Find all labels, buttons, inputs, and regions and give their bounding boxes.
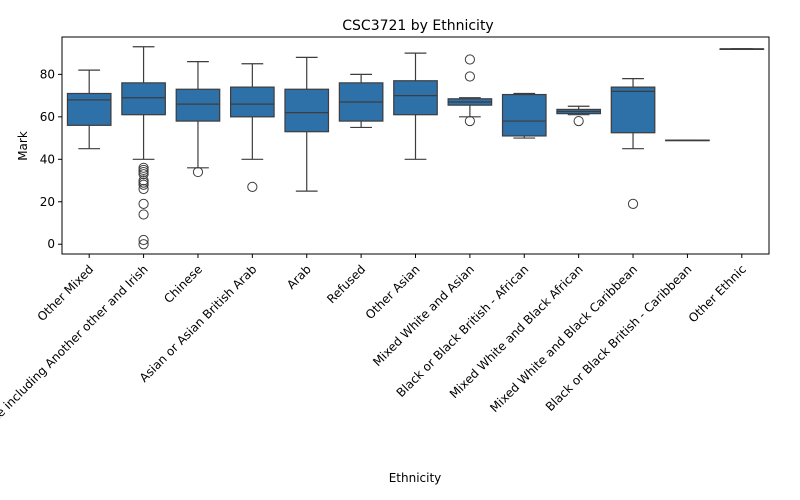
- box-group: [665, 139, 710, 142]
- y-tick-label: 80: [40, 67, 55, 81]
- outlier-point: [192, 166, 204, 178]
- box-group: [121, 46, 166, 250]
- box-group: [393, 52, 438, 160]
- x-tick-label: Other Asian: [363, 262, 423, 322]
- outlier-point: [464, 115, 475, 127]
- box-group: [556, 105, 602, 127]
- y-tick-label: 40: [40, 152, 55, 166]
- box: [229, 86, 275, 118]
- x-tick-label: Refused: [324, 262, 368, 306]
- box-group: [66, 69, 112, 150]
- box: [66, 92, 112, 126]
- outlier-point: [573, 115, 584, 127]
- outlier-point: [464, 54, 475, 65]
- box: [121, 82, 166, 116]
- plot-area: [66, 46, 765, 250]
- box-group: [338, 73, 384, 129]
- box-group: [175, 61, 221, 178]
- x-tick-label: Chinese: [161, 262, 205, 306]
- box-group: [284, 56, 330, 192]
- chart-title: CSC3721 by Ethnicity: [342, 18, 493, 34]
- box: [284, 88, 330, 133]
- box: [393, 80, 438, 116]
- box: [175, 88, 221, 122]
- x-tick-label: Arab: [284, 262, 314, 292]
- x-axis-title: Ethnicity: [389, 471, 442, 485]
- outlier-point: [138, 198, 149, 209]
- outlier-point: [138, 239, 149, 250]
- outlier-point: [138, 179, 149, 190]
- box-group: [719, 48, 765, 50]
- box: [610, 86, 656, 134]
- outlier-point: [247, 181, 258, 193]
- outlier-point: [138, 209, 149, 220]
- outlier-point: [138, 169, 149, 180]
- y-tick-label: 60: [40, 110, 55, 124]
- box-group: [229, 63, 275, 193]
- y-axis: 0 20 40 60 80: [40, 67, 62, 251]
- x-tick-label: Mixed White and Asian: [370, 262, 477, 369]
- box-group: [501, 92, 547, 139]
- y-tick-label: 0: [47, 237, 55, 251]
- box-group: [610, 78, 656, 209]
- outlier-point: [464, 71, 475, 82]
- x-tick-label: Other Ethnic: [686, 262, 749, 325]
- box-group: [447, 54, 493, 127]
- box: [501, 93, 547, 137]
- outlier-point: [627, 198, 639, 209]
- y-tick-label: 20: [40, 195, 55, 209]
- y-axis-title: Mark: [16, 131, 30, 161]
- x-tick-label: Asian or Asian British Arab: [137, 262, 260, 385]
- outlier-point: [138, 183, 149, 195]
- outlier-point: [138, 234, 149, 246]
